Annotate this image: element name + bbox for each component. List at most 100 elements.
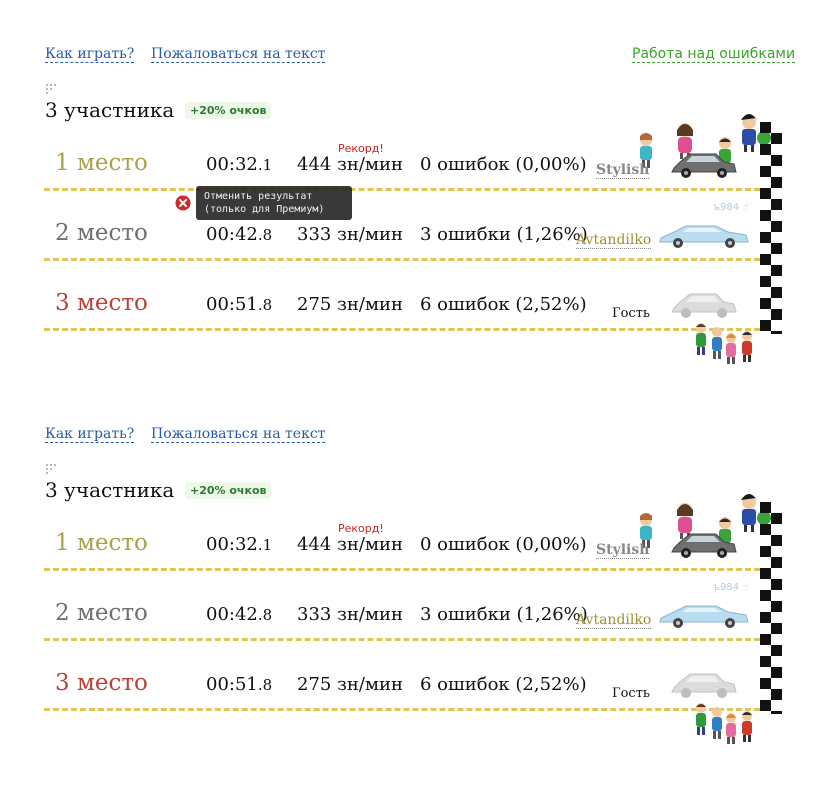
player-rank-note: ъ984 ☝: [713, 582, 749, 593]
finish-flag-square: [771, 535, 782, 546]
speed-value: 333 зн/мин: [297, 604, 403, 625]
finish-flag-square: [771, 689, 782, 700]
finish-flag-square: [771, 199, 782, 210]
player-name-link[interactable]: Avtandilko: [576, 232, 652, 249]
participants-count: 3 участника: [45, 98, 175, 122]
finish-flag: [760, 502, 786, 714]
time-value: 00:32.1: [206, 534, 273, 555]
track-divider: [44, 258, 760, 261]
finish-flag-square: [760, 122, 771, 133]
time-value: 00:32.1: [206, 154, 273, 175]
how-to-play-link[interactable]: Как играть?: [45, 426, 135, 443]
result-row-3: 3 место 00:51.8 275 зн/мин 6 ошибок (2,5…: [0, 652, 830, 722]
time-value: 00:42.8: [206, 604, 273, 625]
track-divider: [44, 638, 760, 641]
finish-flag-square: [760, 188, 771, 199]
car-icon: [659, 605, 749, 628]
speed-value: 275 зн/мин: [297, 674, 403, 695]
bonus-badge: +20% очков: [185, 102, 272, 119]
track-divider: [44, 188, 760, 191]
player-name-link[interactable]: Stylish: [596, 542, 650, 559]
finish-flag-square: [760, 700, 771, 711]
place-label: 2 место: [55, 600, 148, 626]
braille-dots-icon: [46, 464, 58, 474]
result-row-3: 3 место 00:51.8 275 зн/мин 6 ошибок (2,5…: [0, 272, 830, 342]
finish-flag-square: [771, 221, 782, 232]
finish-flag-square: [760, 568, 771, 579]
work-on-errors-link[interactable]: Работа над ошибками: [632, 46, 796, 63]
place-label: 1 место: [55, 530, 148, 556]
player-name-link[interactable]: Stylish: [596, 162, 650, 179]
finish-flag-square: [760, 546, 771, 557]
finish-flag-square: [771, 645, 782, 656]
participants-count: 3 участника: [45, 478, 175, 502]
finish-flag-square: [760, 210, 771, 221]
finish-flag-square: [760, 298, 771, 309]
place-label: 2 место: [55, 220, 148, 246]
finish-flag-square: [771, 177, 782, 188]
errors-value: 3 ошибки (1,26%): [420, 604, 588, 625]
errors-value: 3 ошибки (1,26%): [420, 224, 588, 245]
finish-flag-square: [760, 320, 771, 331]
player-name: Гость: [612, 306, 650, 321]
finish-flag-square: [771, 557, 782, 568]
finish-flag-square: [771, 133, 782, 144]
finish-flag-square: [760, 232, 771, 243]
finish-flag-square: [760, 276, 771, 287]
car-icon: [671, 293, 737, 318]
speed-value: 333 зн/мин: [297, 224, 403, 245]
finish-flag-square: [760, 144, 771, 155]
finish-flag-square: [760, 524, 771, 535]
cancel-result-icon[interactable]: [175, 195, 191, 211]
finish-flag-square: [771, 513, 782, 524]
speed-value: 444 зн/мин: [297, 154, 403, 175]
complain-text-link[interactable]: Пожаловаться на текст: [151, 46, 326, 63]
finish-flag-square: [771, 667, 782, 678]
finish-flag-square: [771, 623, 782, 634]
speed-value: 275 зн/мин: [297, 294, 403, 315]
how-to-play-link[interactable]: Как играть?: [45, 46, 135, 63]
complain-text-link[interactable]: Пожаловаться на текст: [151, 426, 326, 443]
finish-flag-square: [760, 254, 771, 265]
player-name: Гость: [612, 686, 650, 701]
player-rank-note: ъ984 ☝: [713, 202, 749, 213]
finish-flag-square: [760, 634, 771, 645]
time-value: 00:51.8: [206, 294, 273, 315]
finish-flag-square: [771, 579, 782, 590]
place-label: 3 место: [55, 670, 148, 696]
finish-flag-square: [771, 287, 782, 298]
result-row-2: 2 место 00:42.8 333 зн/мин 3 ошибки (1,2…: [0, 582, 830, 652]
spectators-top-icon: [640, 494, 771, 549]
track-divider: [44, 708, 760, 711]
finish-flag-square: [771, 309, 782, 320]
player-name-link[interactable]: Avtandilko: [576, 612, 652, 629]
result-row-1: 1 место 00:32.1 Рекорд! 444 зн/мин 0 оши…: [0, 132, 830, 202]
finish-flag-square: [771, 601, 782, 612]
cancel-result-tooltip: Отменить результат (только для Премиум): [196, 186, 352, 220]
track-divider: [44, 328, 760, 331]
finish-flag-square: [760, 678, 771, 689]
bonus-badge: +20% очков: [185, 482, 272, 499]
car-icon: [671, 533, 737, 558]
finish-flag-square: [771, 155, 782, 166]
place-label: 3 место: [55, 290, 148, 316]
race-result-block-1: Как играть? Пожаловаться на текст Работа…: [0, 38, 830, 408]
errors-value: 6 ошибок (2,52%): [420, 674, 587, 695]
braille-dots-icon: [46, 84, 58, 94]
race-result-block-2: Как играть? Пожаловаться на текст 3 учас…: [0, 418, 830, 788]
spectators-bottom-icon: [696, 703, 752, 744]
time-value: 00:42.8: [206, 224, 273, 245]
result-row-1: 1 место 00:32.1 Рекорд! 444 зн/мин 0 оши…: [0, 512, 830, 582]
errors-value: 6 ошибок (2,52%): [420, 294, 587, 315]
errors-value: 0 ошибок (0,00%): [420, 154, 587, 175]
finish-flag-square: [771, 711, 782, 714]
finish-flag-square: [760, 590, 771, 601]
car-icon: [659, 225, 749, 248]
finish-flag-square: [760, 166, 771, 177]
track-divider: [44, 568, 760, 571]
record-badge: Рекорд!: [338, 522, 384, 535]
car-icon: [671, 153, 737, 178]
result-row-2: 2 место 00:42.8 333 зн/мин 3 ошибки (1,2…: [0, 202, 830, 272]
speed-value: 444 зн/мин: [297, 534, 403, 555]
finish-flag-square: [760, 656, 771, 667]
